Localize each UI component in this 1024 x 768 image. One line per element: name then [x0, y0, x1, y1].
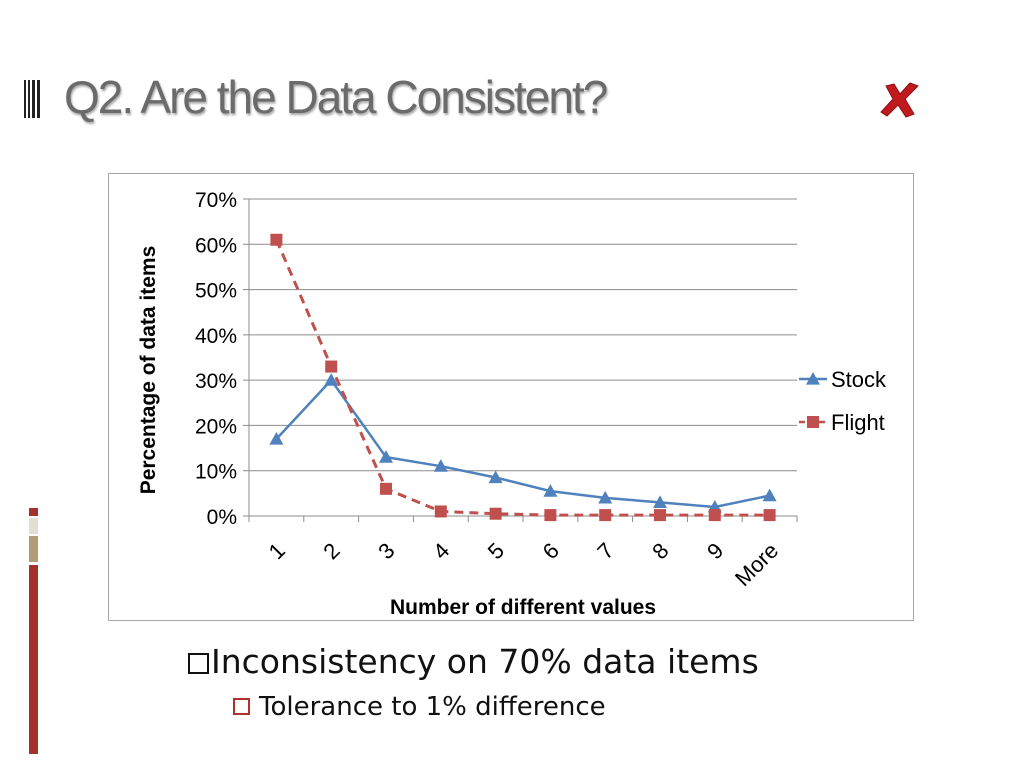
- data-point-triangle: [762, 488, 777, 502]
- y-tick-label: 30%: [195, 370, 237, 393]
- x-tick-label: 4: [428, 538, 454, 564]
- y-tick-label: 10%: [195, 461, 237, 484]
- y-tick-label: 70%: [195, 189, 237, 212]
- legend-label: Stock: [831, 367, 887, 392]
- bullet-sub-text: Tolerance to 1% difference: [259, 692, 606, 722]
- data-point-square: [544, 509, 557, 522]
- data-point-triangle: [598, 490, 613, 504]
- x-tick-label: 8: [647, 538, 673, 564]
- x-tick-labels: 1 2 3 4 5 6 7 8 9 More: [264, 538, 784, 591]
- y-axis-title: Percentage of data items: [137, 246, 160, 495]
- data-point-square: [654, 509, 666, 522]
- checkbox-bullet-icon: [233, 698, 250, 715]
- line-chart: 0% 10% 20% 30% 40% 50% 60% 70% 1 2 3 4 5 6 7 8 9 More St…: [137, 189, 887, 619]
- data-point-square: [325, 360, 338, 373]
- y-tick-label: 40%: [195, 325, 237, 348]
- data-point-square: [434, 505, 447, 518]
- y-tick-label: 50%: [195, 280, 237, 303]
- chart-series: [269, 233, 777, 522]
- x-tick-label: More: [730, 538, 783, 591]
- y-tick-label: 60%: [195, 234, 237, 257]
- legend-label: Flight: [831, 410, 885, 435]
- chart-gridlines: [249, 198, 797, 472]
- bullet-main: Inconsistency on 70% data items: [188, 642, 759, 681]
- data-point-triangle: [433, 459, 448, 472]
- data-point-square: [599, 509, 612, 522]
- bullet-sub: Tolerance to 1% difference: [233, 692, 606, 722]
- x-axis-title: Number of different values: [390, 596, 656, 619]
- data-point-triangle: [543, 484, 558, 497]
- x-tick-label: 1: [264, 538, 290, 564]
- y-tick-label: 0%: [207, 506, 237, 529]
- x-tick-label: 6: [538, 538, 564, 564]
- y-tick-labels: 0% 10% 20% 30% 40% 50% 60% 70%: [195, 189, 237, 529]
- data-point-square: [708, 509, 721, 522]
- data-point-triangle: [324, 373, 339, 386]
- y-tick-label: 20%: [195, 415, 237, 438]
- x-tick-label: 7: [592, 538, 618, 564]
- data-point-triangle: [269, 432, 284, 445]
- data-point-square: [763, 509, 776, 522]
- data-point-triangle: [379, 450, 393, 463]
- left-decoration-stripes: [29, 508, 38, 754]
- data-point-square: [489, 507, 502, 520]
- data-point-square: [380, 482, 392, 495]
- data-point-triangle: [806, 372, 820, 385]
- x-tick-label: 5: [483, 538, 509, 564]
- x-tick-label: 3: [373, 538, 399, 564]
- data-point-square: [270, 233, 283, 246]
- chart-frame: 0% 10% 20% 30% 40% 50% 60% 70% 1 2 3 4 5 6 7 8 9 More St…: [108, 173, 914, 621]
- chart-axes: [243, 198, 798, 522]
- series-line-stock: [275, 378, 770, 509]
- title-decoration-bars: [24, 80, 40, 118]
- data-point-triangle: [488, 470, 503, 484]
- chart-legend: Stock Flight: [799, 367, 887, 435]
- data-point-square: [807, 416, 819, 428]
- x-tick-label: 2: [318, 538, 344, 564]
- checkbox-bullet-icon: [188, 653, 209, 674]
- cross-mark-icon: [878, 80, 922, 120]
- slide-title: Q2. Are the Data Consistent?: [64, 71, 608, 123]
- x-tick-label: 9: [702, 538, 728, 564]
- data-point-triangle: [653, 495, 667, 509]
- bullet-main-text: Inconsistency on 70% data items: [211, 642, 759, 681]
- series-line-flight: [275, 239, 770, 517]
